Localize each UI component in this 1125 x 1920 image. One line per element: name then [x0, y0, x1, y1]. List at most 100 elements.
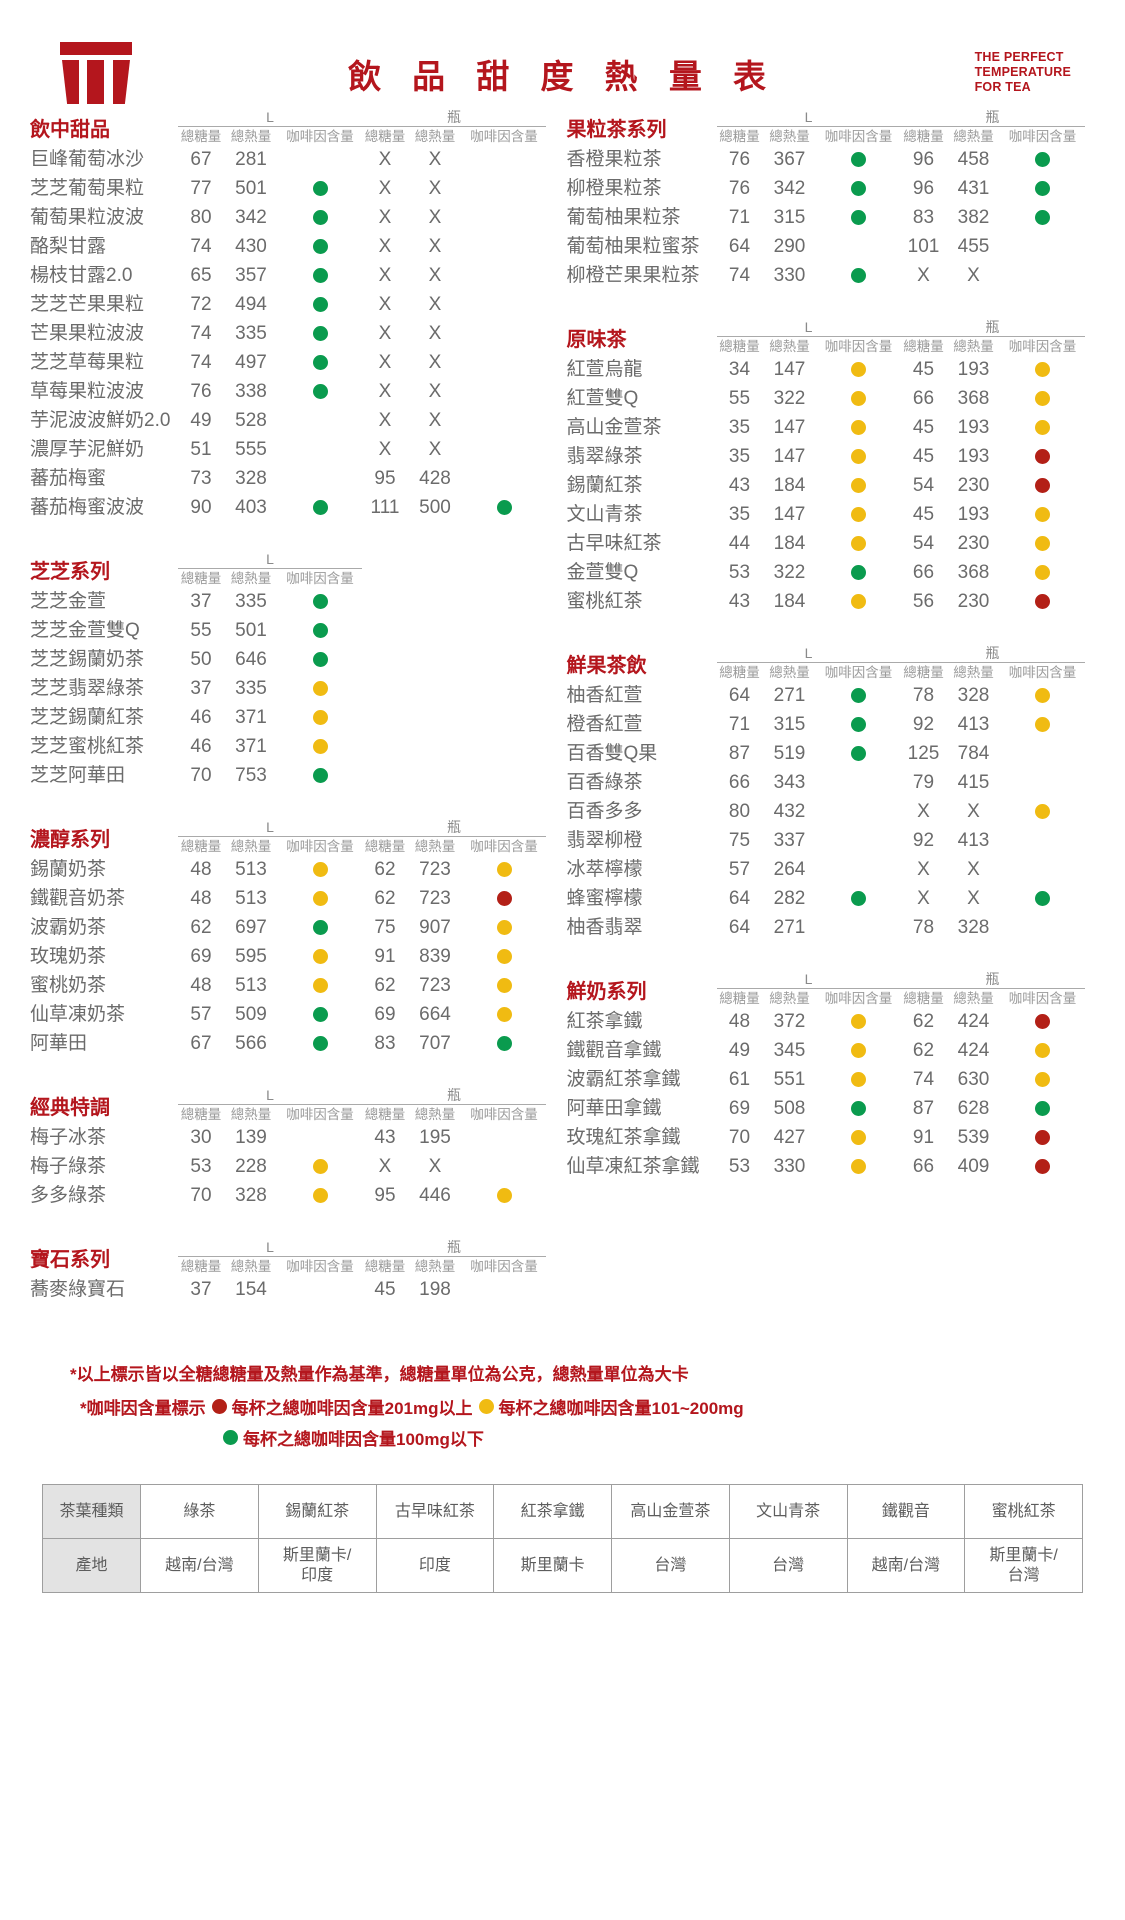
- bottle-caffeine-dot-icon: [1035, 507, 1050, 522]
- header-sugar-l: 總糖量: [719, 991, 760, 1006]
- l-sugar-value: 80: [190, 206, 212, 228]
- size-label-bottle: 瓶: [900, 972, 1085, 989]
- l-calorie-value: 528: [235, 409, 267, 431]
- l-calorie-value: 432: [773, 800, 806, 822]
- bottle-sugar-value: X: [378, 322, 392, 344]
- bottle-calorie-value: 907: [419, 916, 451, 938]
- l-sugar-value: 34: [728, 358, 751, 380]
- l-sugar-value: 71: [728, 206, 751, 228]
- l-sugar-value: 70: [728, 1126, 751, 1148]
- l-calorie-value: 501: [235, 619, 267, 641]
- l-sugar-value: 37: [190, 1278, 212, 1300]
- bottle-sugar-value: 83: [374, 1032, 396, 1054]
- bottle-calorie-value: 230: [957, 474, 990, 496]
- table-row: 古早味紅茶 44 184 54 230: [567, 529, 1096, 558]
- bottle-caffeine-dot-icon: [496, 1036, 512, 1051]
- bottle-sugar-value: 45: [912, 358, 935, 380]
- header-sugar-l: 總糖量: [719, 339, 760, 354]
- item-name: 葡萄果粒波波: [30, 207, 145, 228]
- l-caffeine-dot-icon: [851, 717, 866, 732]
- size-label-bottle: 瓶: [900, 110, 1085, 127]
- bottle-calorie-value: X: [428, 235, 442, 257]
- section-header: 原味茶 L 總糖量 總熱量 咖啡因含量瓶總糖量 總熱量 咖啡因含量: [567, 320, 1096, 355]
- size-group-bottle: 瓶總糖量 總熱量 咖啡因含量: [900, 972, 1085, 1007]
- l-calorie-value: 264: [773, 858, 806, 880]
- bottle-caffeine-dot-icon: [496, 1007, 512, 1022]
- l-caffeine-dot-icon: [851, 891, 866, 906]
- bottle-calorie-value: 368: [957, 561, 990, 583]
- bottle-sugar-value: 62: [374, 974, 396, 996]
- table-row: 高山金萱茶 35 147 45 193: [567, 413, 1096, 442]
- l-calorie-value: 371: [235, 706, 267, 728]
- tea-type-cell: 綠茶: [140, 1484, 259, 1539]
- l-caffeine: [817, 1130, 901, 1145]
- metric-headers: 總糖量 總熱量 咖啡因含量: [717, 129, 901, 145]
- l-calorie-value: 427: [773, 1126, 806, 1148]
- bottle-sugar-value: X: [917, 800, 930, 822]
- bottle-caffeine: [1001, 1072, 1085, 1087]
- item-name: 百香雙Q果: [566, 743, 658, 764]
- tea-type-cell: 鐵觀音: [846, 1484, 966, 1539]
- l-sugar-value: 43: [728, 590, 751, 612]
- table-row: 蜂蜜檸檬 64 282 X X: [567, 884, 1096, 913]
- item-name: 柚香紅萱: [566, 685, 643, 706]
- header-caffeine-l: 咖啡因含量: [286, 839, 354, 854]
- table-row: 芒果果粒波波 74 335 X X: [30, 319, 557, 348]
- l-sugar-value: 64: [728, 235, 751, 257]
- item-name: 冰萃檸檬: [566, 859, 643, 880]
- l-sugar-value: 48: [190, 974, 212, 996]
- bottle-sugar-value: X: [917, 858, 930, 880]
- brand-logo-icon: [60, 42, 132, 104]
- section-title: 飲中甜品: [30, 119, 110, 141]
- bottle-sugar-value: X: [917, 264, 930, 286]
- item-name: 翡翠柳橙: [566, 830, 643, 851]
- header-caffeine-bottle: 咖啡因含量: [1008, 991, 1077, 1006]
- bottle-sugar-value: X: [378, 206, 392, 228]
- l-caffeine: [817, 536, 901, 551]
- l-sugar-value: 69: [190, 945, 212, 967]
- table-row: 芝芝翡翠綠茶 37 335: [30, 674, 557, 703]
- table-row: 仙草凍奶茶 57 509 69 664: [30, 1000, 557, 1029]
- bottle-sugar-value: 96: [912, 148, 935, 170]
- size-group-bottle: 瓶總糖量 總熱量 咖啡因含量: [900, 320, 1085, 355]
- bottle-sugar-value: 78: [912, 916, 935, 938]
- l-caffeine: [278, 384, 362, 399]
- bottle-sugar-value: 83: [912, 206, 935, 228]
- l-sugar-value: 80: [728, 800, 751, 822]
- l-sugar-value: 44: [728, 532, 751, 554]
- l-sugar-value: 37: [190, 590, 212, 612]
- bottle-caffeine-dot-icon: [1035, 478, 1050, 493]
- l-caffeine: [817, 594, 901, 609]
- header-calorie-bottle: 總熱量: [953, 129, 994, 144]
- bottle-caffeine-dot-icon: [1035, 1101, 1050, 1116]
- tea-origin-cell: 印度: [375, 1538, 495, 1593]
- l-caffeine-dot-icon: [312, 891, 328, 906]
- section-spacer: [567, 942, 1096, 968]
- l-caffeine-dot-icon: [851, 507, 866, 522]
- l-caffeine: [817, 746, 901, 761]
- bottle-sugar-value: 45: [912, 445, 935, 467]
- l-calorie-value: 154: [235, 1278, 267, 1300]
- legend-green-dot-icon: [223, 1430, 238, 1445]
- size-group-bottle: 瓶總糖量 總熱量 咖啡因含量: [900, 646, 1085, 681]
- l-calorie-value: 566: [235, 1032, 267, 1054]
- metric-headers: 總糖量 總熱量 咖啡因含量: [362, 129, 546, 145]
- l-sugar-value: 74: [728, 264, 751, 286]
- l-sugar-value: 70: [190, 1184, 212, 1206]
- bottle-caffeine: [462, 920, 546, 935]
- bottle-calorie-value: 455: [957, 235, 990, 257]
- size-label-l: L: [178, 552, 362, 569]
- bottle-sugar-value: 66: [912, 561, 935, 583]
- bottle-caffeine-dot-icon: [1035, 594, 1050, 609]
- section-title: 鮮奶系列: [566, 981, 647, 1003]
- header-caffeine-l: 咖啡因含量: [824, 339, 893, 354]
- table-row: 阿華田 67 566 83 707: [30, 1029, 557, 1058]
- section-spacer: [567, 1181, 1096, 1207]
- bottle-caffeine-dot-icon: [1035, 181, 1050, 196]
- l-caffeine: [278, 623, 362, 638]
- item-name: 濃厚芋泥鮮奶: [30, 439, 145, 460]
- metric-headers: 總糖量 總熱量 咖啡因含量: [901, 339, 1085, 355]
- header-sugar-l: 總糖量: [180, 1107, 222, 1122]
- table-row: 百香雙Q果 87 519 125 784: [567, 739, 1096, 768]
- table-row: 翡翠綠茶 35 147 45 193: [567, 442, 1096, 471]
